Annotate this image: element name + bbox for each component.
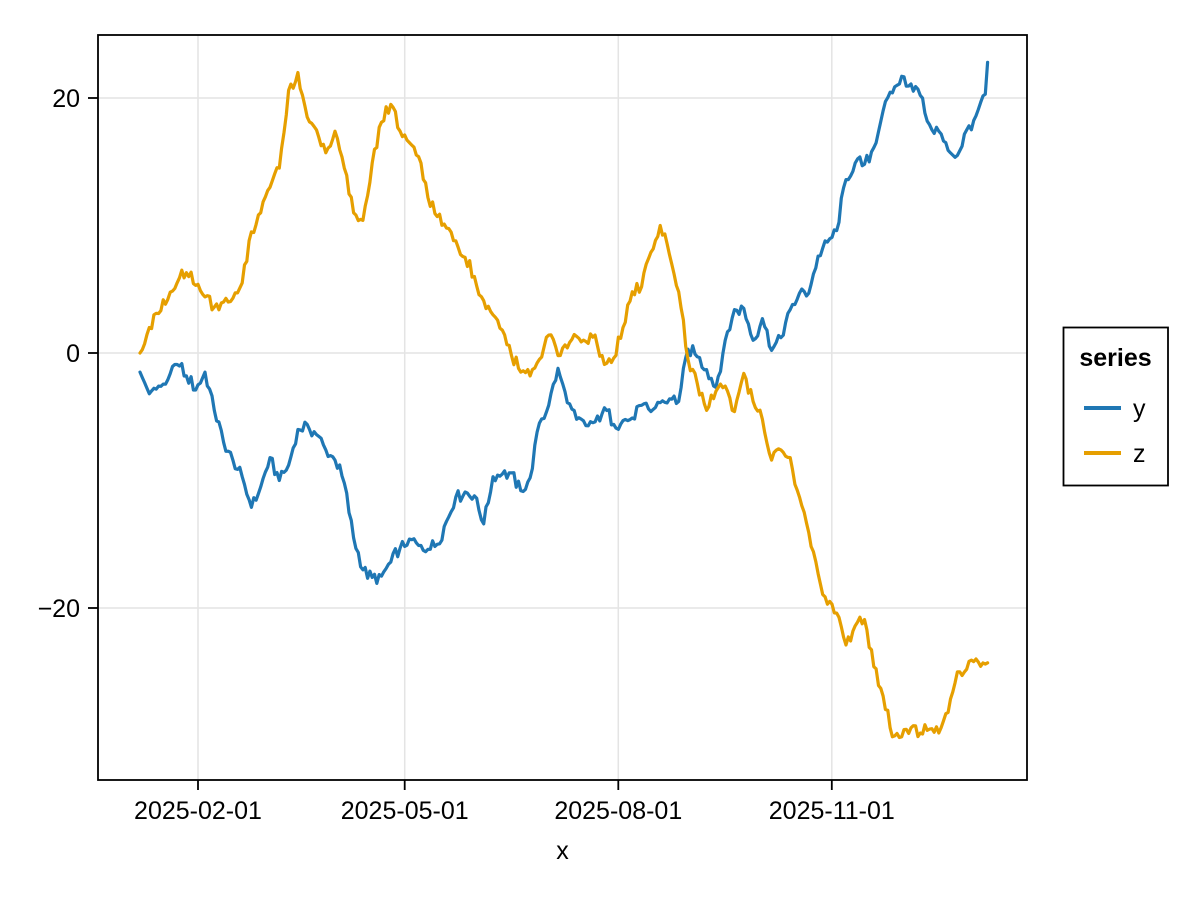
x-tick-label: 2025-08-01 [554,797,682,825]
tick-marks [88,97,833,790]
legend-label-z: z [1133,440,1146,468]
x-tick-labels: 2025-02-01 2025-05-01 2025-08-01 2025-11… [134,797,895,825]
legend: series y z [1062,326,1169,487]
legend-entry-z: z [1084,440,1146,468]
series-y-line [138,60,990,585]
x-tick-label: 2025-05-01 [341,797,469,825]
legend-label-y: y [1133,395,1146,423]
y-tick-label: 0 [66,340,80,368]
plot-frame [97,34,1028,781]
x-tick-label: 2025-02-01 [134,797,262,825]
x-axis-label: x [556,837,569,865]
legend-title: series [1079,344,1151,372]
series-z-line [138,70,990,740]
legend-entry-y: y [1084,395,1146,423]
x-tick-label: 2025-11-01 [769,797,895,825]
y-tick-label: −20 [38,595,80,623]
y-tick-labels: 20 0 −20 [38,85,80,623]
plot-area [98,35,1027,780]
y-tick-label: 20 [52,85,80,113]
